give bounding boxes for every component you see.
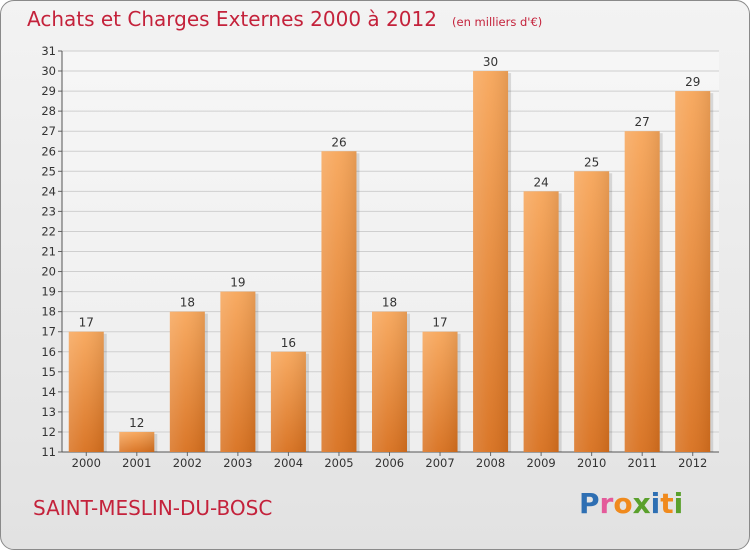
chart-title: Achats et Charges Externes 2000 à 2012: [27, 7, 437, 31]
x-tick-label: 2012: [678, 456, 707, 470]
x-tick-label: 2009: [526, 456, 555, 470]
x-tick-label: 2008: [476, 456, 505, 470]
y-tick-label: 23: [41, 204, 56, 218]
bar-shine: [372, 311, 407, 452]
data-label: 18: [180, 296, 195, 310]
data-label: 19: [230, 276, 245, 290]
x-tick-label: 2004: [274, 456, 303, 470]
logo-letter: t: [660, 487, 674, 520]
x-tick-label: 2003: [223, 456, 252, 470]
data-label: 12: [129, 416, 144, 430]
labels-layer: 11 12 13 14 15 16 17 18 19 20 21 22 23 24 25 26 27 28 29 30…: [41, 44, 707, 470]
bar-shine: [220, 291, 256, 452]
bar-shine: [523, 191, 559, 452]
x-tick-label: 2000: [72, 456, 101, 470]
x-tick-label: 2007: [425, 456, 454, 470]
x-tick-label: 2005: [324, 456, 353, 470]
bar-shine: [422, 331, 458, 452]
y-tick-label: 16: [41, 345, 56, 359]
data-label: 24: [533, 175, 548, 189]
x-tick-label: 2001: [122, 456, 151, 470]
x-tick-label: 2002: [173, 456, 202, 470]
logo-letter: i: [650, 487, 661, 520]
data-label: 26: [331, 135, 346, 149]
data-label: 17: [79, 316, 94, 330]
bar-shine: [169, 311, 205, 452]
y-tick-label: 18: [41, 305, 56, 319]
data-label: 29: [685, 75, 700, 89]
logo-letter: x: [632, 487, 651, 520]
bar-shine: [675, 91, 711, 452]
y-tick-label: 30: [41, 64, 56, 78]
bar-shine: [321, 151, 357, 452]
y-tick-label: 15: [41, 365, 56, 379]
proxiti-logo: Proxiti: [579, 487, 683, 520]
y-tick-label: 24: [41, 184, 56, 198]
bar-shine: [119, 431, 155, 452]
y-tick-label: 25: [41, 164, 56, 178]
y-tick-label: 29: [41, 84, 56, 98]
y-tick-label: 26: [41, 144, 56, 158]
data-label: 30: [483, 55, 498, 69]
bar-shine: [68, 331, 104, 452]
y-tick-label: 13: [41, 405, 56, 419]
bars-layer: [68, 71, 714, 453]
logo-letter: o: [613, 487, 633, 520]
bar-shine: [624, 131, 660, 452]
y-tick-label: 22: [41, 224, 56, 238]
logo-letter: r: [599, 487, 614, 520]
x-tick-label: 2006: [375, 456, 404, 470]
data-label: 25: [584, 155, 599, 169]
chart-subtitle: (en milliers d'€): [452, 15, 543, 29]
data-label: 16: [281, 336, 296, 350]
logo-letter: i: [673, 487, 684, 520]
y-tick-label: 17: [41, 325, 56, 339]
data-label: 27: [635, 115, 650, 129]
y-tick-label: 27: [41, 124, 56, 138]
y-tick-label: 12: [41, 425, 56, 439]
y-tick-label: 14: [41, 385, 56, 399]
title-block: Achats et Charges Externes 2000 à 2012 (…: [27, 7, 542, 31]
x-tick-label: 2010: [577, 456, 606, 470]
y-tick-label: 19: [41, 285, 56, 299]
y-tick-label: 31: [41, 44, 56, 58]
data-label: 18: [382, 296, 397, 310]
bar-shine: [473, 71, 509, 453]
y-tick-label: 21: [41, 245, 56, 259]
y-tick-label: 20: [41, 265, 56, 279]
bar-shine: [270, 351, 306, 452]
bar-shine: [574, 171, 610, 453]
data-label: 17: [432, 316, 447, 330]
y-tick-label: 11: [41, 445, 56, 459]
x-tick-label: 2011: [628, 456, 657, 470]
logo-letter: P: [579, 487, 600, 520]
commune-name: SAINT-MESLIN-DU-BOSC: [33, 496, 273, 520]
y-tick-label: 28: [41, 104, 56, 118]
